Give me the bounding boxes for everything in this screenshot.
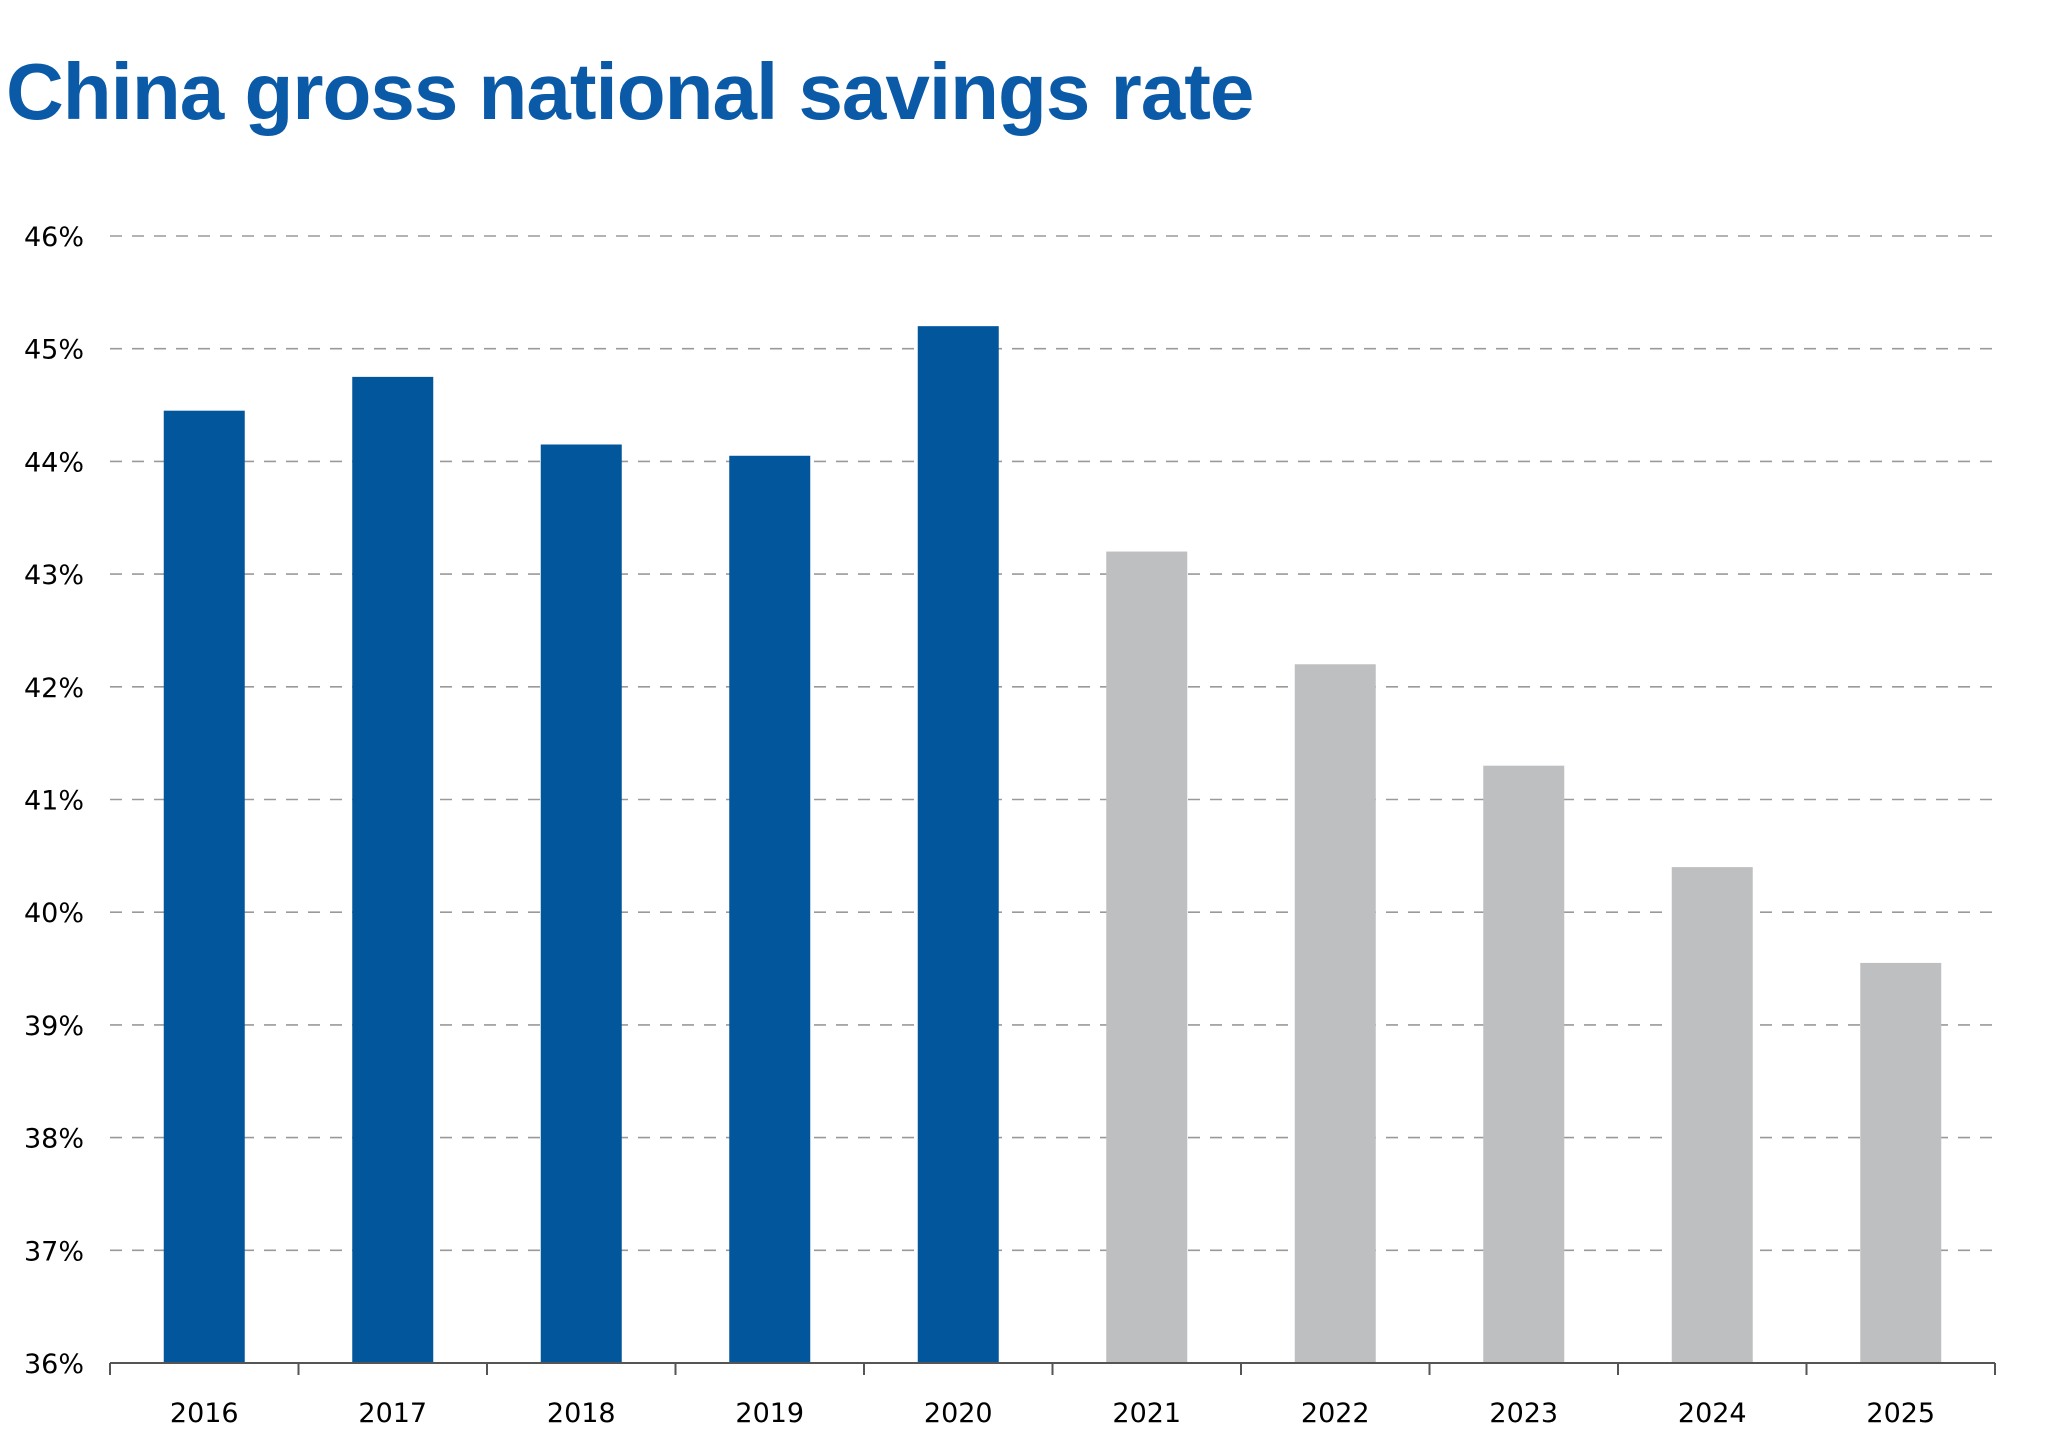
y-tick-label: 36% — [24, 1349, 84, 1380]
y-tick-label: 39% — [24, 1011, 84, 1042]
chart-title: China gross national savings rate — [6, 47, 1254, 136]
bars — [163, 326, 1942, 1363]
x-tick-label: 2018 — [547, 1398, 616, 1429]
y-tick-label: 41% — [24, 786, 84, 817]
x-tick-label: 2016 — [170, 1398, 239, 1429]
x-tick-label: 2022 — [1301, 1398, 1370, 1429]
bar-2020 — [917, 326, 999, 1363]
y-tick-label: 37% — [24, 1236, 84, 1267]
bar-2023 — [1483, 765, 1565, 1363]
y-tick-label: 44% — [24, 447, 84, 478]
x-tick-label: 2020 — [924, 1398, 993, 1429]
bar-2021 — [1106, 551, 1188, 1363]
x-tick-label: 2025 — [1866, 1398, 1935, 1429]
bar-2016 — [163, 410, 245, 1363]
y-tick-labels: 36% 37% 38% 39% 40% 41% 42% 43% 44% 45% 46% — [24, 222, 84, 1380]
bar-2019 — [729, 455, 811, 1363]
bar-2022 — [1294, 664, 1376, 1363]
bar-2017 — [352, 376, 434, 1363]
x-tick-label: 2019 — [735, 1398, 804, 1429]
y-tick-label: 43% — [24, 560, 84, 591]
bar-2025 — [1860, 962, 1942, 1363]
y-tick-label: 40% — [24, 898, 84, 929]
bar-2018 — [540, 444, 622, 1363]
x-tick-label: 2021 — [1112, 1398, 1181, 1429]
y-tick-label: 46% — [24, 222, 84, 253]
x-tick-label: 2017 — [358, 1398, 427, 1429]
bar-2024 — [1671, 867, 1753, 1363]
x-tick-labels: 2016 2017 2018 2019 2020 2021 2022 2023 2024 2025 — [170, 1398, 1935, 1429]
y-tick-label: 45% — [24, 335, 84, 366]
x-tick-label: 2024 — [1678, 1398, 1747, 1429]
y-tick-label: 42% — [24, 673, 84, 704]
y-tick-label: 38% — [24, 1124, 84, 1155]
x-tick-label: 2023 — [1489, 1398, 1558, 1429]
x-axis — [109, 1362, 1996, 1375]
